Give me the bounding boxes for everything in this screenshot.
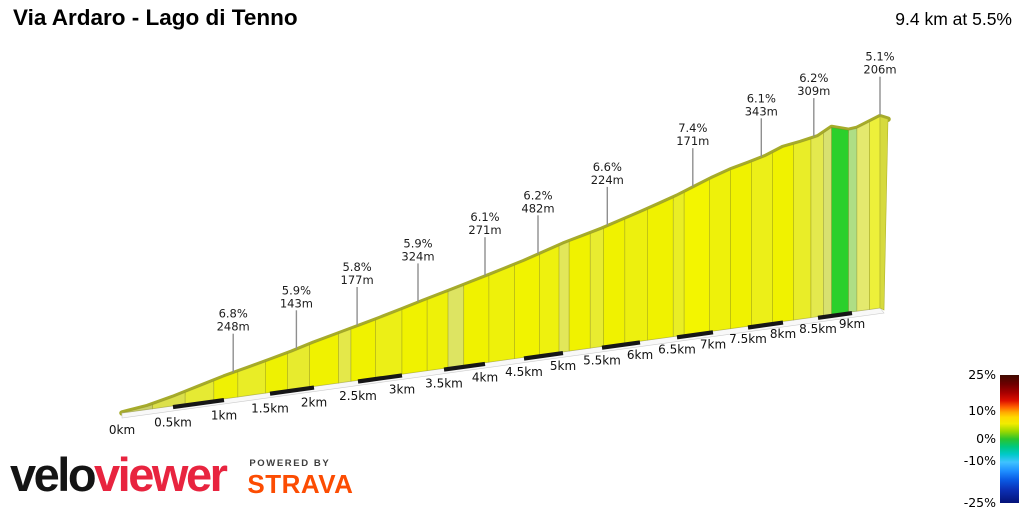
legend-label: -10%	[963, 453, 996, 469]
x-axis-label: 5.5km	[583, 354, 621, 368]
veloviewer-logo[interactable]: velo viewer POWERED BY STRAVA	[10, 451, 353, 498]
gradient-segment	[823, 126, 832, 317]
x-axis-label: 3km	[389, 383, 415, 397]
page-title: Via Ardaro - Lago di Tenno	[13, 5, 298, 30]
distance-stripe	[443, 361, 486, 372]
gradient-segment	[683, 179, 710, 336]
gradient-segment	[350, 319, 377, 382]
x-axis-label: 1.5km	[251, 402, 289, 416]
gradient-segment	[709, 169, 731, 333]
distance-stripe	[676, 330, 714, 340]
x-axis-label: 4km	[472, 371, 498, 385]
x-axis-label: 7.5km	[729, 332, 767, 346]
distance-stripe	[523, 351, 564, 361]
callout-length: 324m	[401, 249, 434, 263]
callout-gradient: 6.2%	[523, 188, 552, 202]
callout-length: 224m	[591, 173, 624, 187]
callout-length: 171m	[676, 134, 709, 148]
gradient-segment	[558, 241, 570, 353]
gradient-segment	[772, 143, 794, 324]
distance-stripe	[269, 385, 315, 396]
x-axis-label: 8km	[770, 327, 796, 341]
callout-length: 343m	[745, 104, 778, 118]
callout-gradient: 5.1%	[865, 50, 894, 64]
callout-gradient: 5.9%	[403, 236, 432, 250]
callout-gradient: 6.1%	[470, 210, 499, 224]
callout-length: 482m	[521, 201, 554, 215]
x-axis-label: 2km	[301, 395, 327, 409]
powered-by-label: POWERED BY	[249, 457, 331, 469]
callout-gradient: 7.4%	[678, 121, 707, 135]
gradient-segment	[539, 245, 560, 356]
callout-gradient: 6.1%	[747, 91, 776, 105]
logo-velo: velo	[10, 448, 97, 501]
legend-label: 10%	[968, 402, 996, 418]
gradient-segment	[338, 328, 352, 384]
callout-length: 309m	[797, 84, 830, 98]
distance-stripe	[747, 320, 784, 330]
profile-side-face	[879, 116, 889, 311]
legend-label: 0%	[976, 431, 996, 446]
x-axis-label: 1km	[211, 408, 237, 422]
gradient-segment	[213, 371, 239, 401]
x-axis-label: 6.5km	[658, 343, 696, 357]
gradient-segment	[426, 291, 449, 372]
gradient-segment	[793, 138, 812, 321]
callout-gradient: 6.6%	[593, 160, 622, 174]
gradient-segment	[647, 197, 674, 341]
gradient-segment	[375, 309, 403, 379]
gradient-segment	[603, 218, 626, 347]
callout-gradient: 6.8%	[219, 307, 248, 321]
callout-length: 248m	[217, 320, 250, 334]
strava-wordmark: STRAVA	[247, 469, 354, 499]
gradient-segment	[730, 161, 752, 330]
callout-gradient: 6.2%	[799, 71, 828, 85]
x-axis-label: 5km	[550, 359, 576, 373]
gradient-segment	[831, 127, 849, 316]
gradient-segment	[488, 264, 515, 363]
gradient-segment	[869, 116, 881, 310]
callout-length: 206m	[863, 63, 896, 77]
distance-stripe	[817, 311, 853, 320]
gradient-segment	[463, 275, 490, 367]
x-axis-label: 0.5km	[154, 416, 192, 430]
distance-stripe	[601, 340, 641, 350]
gradient-segment	[401, 299, 428, 375]
climb-summary: 9.4 km at 5.5%	[895, 9, 1012, 29]
callout-length: 177m	[341, 273, 374, 287]
legend-label: -25%	[963, 495, 996, 510]
gradient-segment	[810, 132, 824, 319]
x-axis-label: 4.5km	[505, 365, 543, 379]
strava-logo[interactable]: POWERED BY STRAVA	[247, 457, 354, 499]
gradient-legend-colorbar	[1000, 375, 1019, 503]
x-axis-label: 2.5km	[339, 389, 377, 403]
callout-gradient: 5.9%	[282, 283, 311, 297]
x-axis-label: 3.5km	[425, 377, 463, 391]
gradient-segment	[589, 228, 604, 349]
legend-label: 25%	[968, 367, 996, 382]
x-axis-label: 0km	[109, 423, 135, 437]
callout-length: 271m	[468, 223, 501, 237]
gradient-segment	[751, 152, 773, 327]
x-axis-label: 7km	[700, 337, 726, 351]
x-axis-label: 8.5km	[799, 322, 837, 336]
callout-length: 143m	[280, 296, 313, 310]
gradient-segment	[856, 121, 870, 312]
gradient-segment	[568, 233, 591, 352]
x-axis-label: 6km	[627, 348, 653, 362]
gradient-segment	[672, 191, 685, 338]
distance-stripe	[172, 398, 225, 410]
gradient-segment	[237, 361, 266, 398]
gradient-segment	[447, 285, 465, 369]
callout-gradient: 5.8%	[342, 260, 371, 274]
x-axis-label: 9km	[839, 317, 865, 331]
gradient-segment	[848, 127, 858, 313]
logo-viewer: viewer	[94, 448, 228, 501]
gradient-segment	[514, 253, 540, 360]
gradient-segment	[624, 208, 648, 344]
distance-stripe	[357, 373, 403, 384]
